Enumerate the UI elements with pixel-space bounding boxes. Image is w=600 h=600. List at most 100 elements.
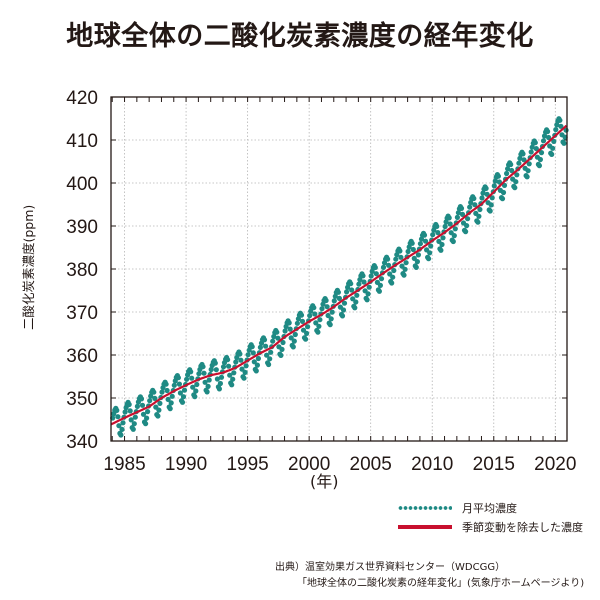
monthly-point <box>505 166 511 172</box>
monthly-point <box>526 161 532 167</box>
monthly-point <box>292 331 298 338</box>
monthly-point <box>525 168 531 174</box>
monthly-point <box>377 282 383 288</box>
monthly-point <box>336 295 342 301</box>
monthly-point <box>208 366 214 373</box>
monthly-point <box>471 195 477 202</box>
y-tick-label: 410 <box>66 131 98 152</box>
monthly-point <box>459 211 466 217</box>
monthly-point <box>411 255 417 261</box>
y-tick-labels: 340 350 360 370 380 390 400 410 420 <box>66 88 98 453</box>
monthly-point <box>250 350 256 356</box>
monthly-point <box>181 387 188 393</box>
monthly-point <box>229 382 235 388</box>
monthly-point <box>472 202 478 208</box>
monthly-point <box>287 326 293 332</box>
y-axis-label: 二酸化炭素濃度(ppm) <box>21 204 36 330</box>
legend: 月平均濃度 季節変動を除去した濃度 <box>396 498 583 536</box>
monthly-point <box>538 150 545 156</box>
monthly-point <box>213 367 219 373</box>
monthly-point <box>268 349 274 355</box>
monthly-point <box>514 172 520 178</box>
monthly-point <box>156 407 162 413</box>
monthly-point <box>249 344 255 350</box>
monthly-point <box>442 223 448 230</box>
monthly-point <box>299 318 306 324</box>
monthly-point <box>115 414 121 420</box>
y-tick-label: 400 <box>66 174 98 195</box>
monthly-point <box>423 238 429 244</box>
grid-lines <box>111 97 567 441</box>
monthly-point <box>352 305 358 311</box>
monthly-point <box>303 336 309 342</box>
monthly-point <box>513 179 519 185</box>
monthly-point <box>201 370 207 376</box>
monthly-point <box>212 360 218 366</box>
monthly-point <box>521 157 527 163</box>
monthly-point <box>331 298 337 304</box>
monthly-point <box>280 339 286 346</box>
monthly-point <box>194 381 200 388</box>
monthly-point <box>227 372 233 378</box>
monthly-point <box>329 309 335 315</box>
monthly-point <box>119 426 125 432</box>
monthly-point <box>495 173 501 179</box>
monthly-point <box>118 432 124 438</box>
monthly-point <box>439 241 445 248</box>
monthly-point <box>492 178 498 184</box>
monthly-point <box>204 389 210 395</box>
monthly-point <box>467 204 473 210</box>
dotted-line-swatch-icon <box>396 503 454 513</box>
monthly-point <box>163 381 169 387</box>
monthly-point <box>225 357 231 363</box>
monthly-point <box>317 317 323 323</box>
monthly-point <box>196 371 202 377</box>
monthly-point <box>290 344 296 350</box>
monthly-point <box>202 379 208 385</box>
monthly-point <box>549 151 555 157</box>
monthly-point <box>368 273 374 279</box>
monthly-point <box>475 219 481 225</box>
monthly-point <box>231 370 237 376</box>
monthly-point <box>487 208 493 214</box>
monthly-point <box>176 381 182 387</box>
monthly-point <box>328 316 334 322</box>
x-tick-label: 1990 <box>165 454 207 475</box>
monthly-point <box>274 329 280 335</box>
monthly-point <box>127 408 133 414</box>
monthly-point <box>488 202 494 208</box>
x-tick-label: 2005 <box>350 454 392 475</box>
legend-label-trend: 季節変動を除去した濃度 <box>462 520 583 534</box>
monthly-point <box>373 271 379 277</box>
monthly-point <box>311 305 317 311</box>
monthly-point <box>372 264 378 271</box>
y-tick-label: 420 <box>66 88 98 109</box>
monthly-point <box>164 387 170 394</box>
monthly-point <box>267 356 273 362</box>
monthly-point <box>255 355 261 362</box>
monthly-point <box>335 289 341 295</box>
monthly-point <box>165 396 171 402</box>
monthly-point <box>263 343 269 349</box>
legend-item-trend: 季節変動を除去した濃度 <box>396 517 583 536</box>
monthly-point <box>480 190 486 196</box>
monthly-point <box>427 250 433 256</box>
monthly-point <box>354 292 360 298</box>
monthly-point <box>476 213 482 219</box>
monthly-point <box>128 417 134 423</box>
monthly-point <box>550 145 556 151</box>
monthly-point <box>180 394 187 400</box>
monthly-point <box>349 287 355 293</box>
monthly-point <box>500 189 507 196</box>
monthly-point <box>216 386 222 392</box>
monthly-point <box>238 357 244 363</box>
monthly-point <box>171 382 177 388</box>
monthly-point <box>220 364 227 370</box>
monthly-point <box>353 299 359 305</box>
monthly-point <box>517 155 523 161</box>
monthly-point <box>458 205 465 211</box>
monthly-point <box>312 311 318 317</box>
monthly-point <box>239 366 245 372</box>
monthly-point <box>279 346 285 352</box>
monthly-point <box>509 167 515 174</box>
